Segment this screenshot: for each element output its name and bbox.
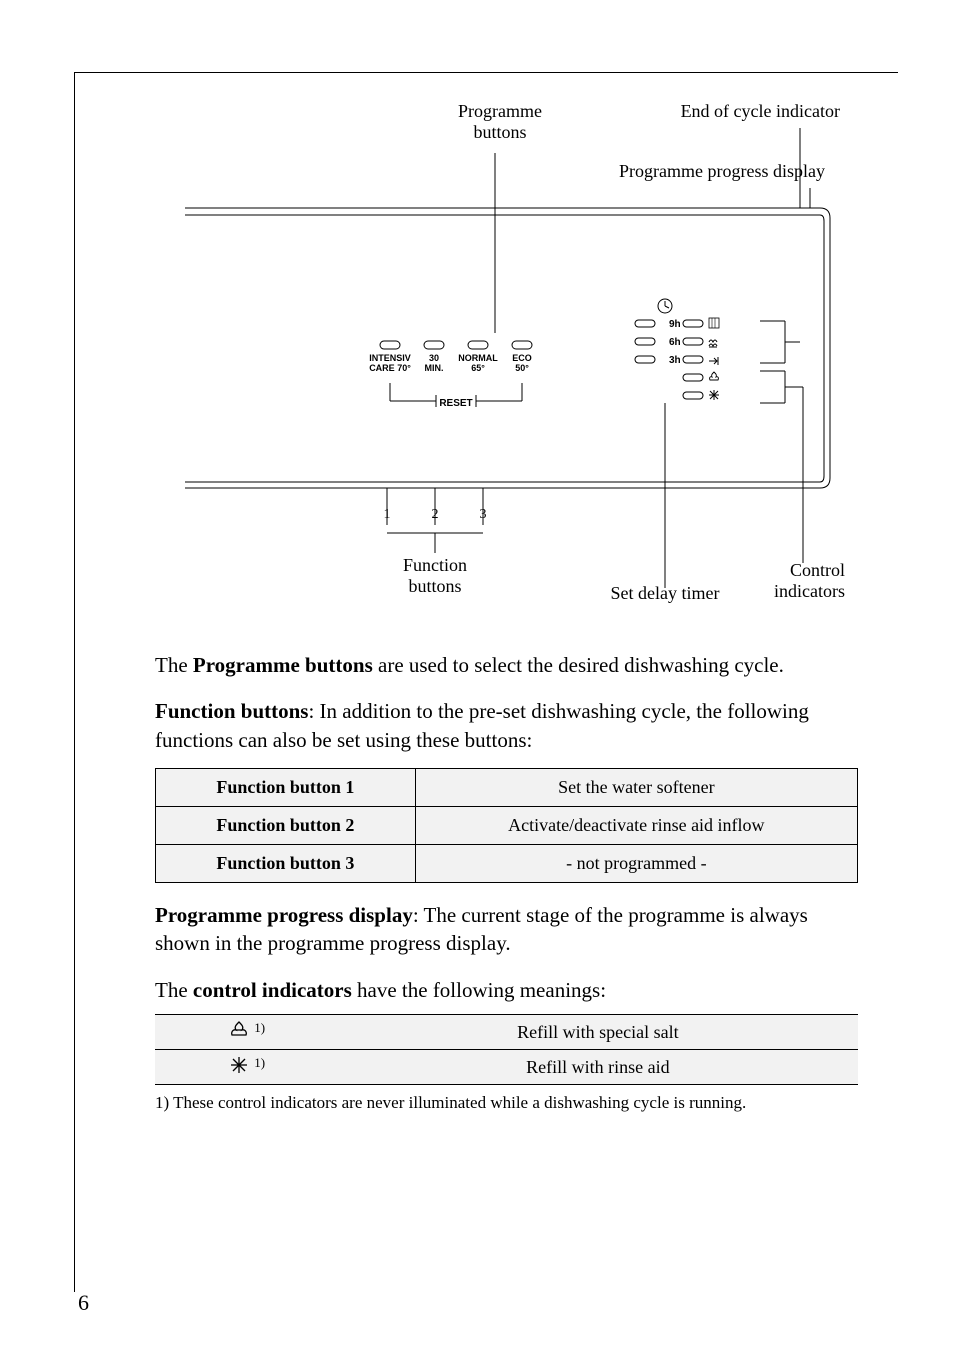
table-row: Function button 3 - not programmed - — [156, 845, 858, 883]
paragraph-2: Function buttons: In addition to the pre… — [155, 697, 858, 754]
prog-btn-0-bot: CARE 70° — [369, 363, 411, 373]
table-row: Function button 2 Activate/deactivate ri… — [156, 807, 858, 845]
label-function-buttons: Function buttons — [390, 555, 480, 597]
paragraph-4: The control indicators have the followin… — [155, 976, 858, 1004]
svg-text:9h: 9h — [669, 319, 681, 330]
page-number: 6 — [78, 1290, 89, 1316]
svg-text:6h: 6h — [669, 337, 681, 348]
svg-text:3h: 3h — [669, 355, 681, 366]
func-desc-0: Set the water softener — [415, 769, 857, 807]
label-set-delay-timer: Set delay timer — [585, 583, 745, 604]
content-area: INTENSIV CARE 70° 30 MIN. NORMAL 65° ECO… — [75, 73, 898, 1113]
func-label-0: Function button 1 — [156, 769, 416, 807]
rinse-icon — [228, 1056, 250, 1074]
svg-text:3: 3 — [480, 507, 487, 522]
control-indicators-table: 1) Refill with special salt 1) Refill wi… — [155, 1014, 858, 1085]
ctrl-sup-0: 1) — [254, 1020, 265, 1035]
ctrl-desc-1: Refill with rinse aid — [338, 1050, 858, 1085]
ctrl-sup-1: 1) — [254, 1055, 265, 1070]
prog-btn-0-top: INTENSIV — [369, 353, 411, 363]
label-programme-buttons: Programme buttons — [445, 101, 555, 143]
salt-icon — [228, 1021, 250, 1039]
paragraph-1: The Programme buttons are used to select… — [155, 651, 858, 679]
func-desc-2: - not programmed - — [415, 845, 857, 883]
label-control-indicators: Control indicators — [745, 560, 845, 602]
control-panel-diagram: INTENSIV CARE 70° 30 MIN. NORMAL 65° ECO… — [155, 93, 855, 633]
svg-text:2: 2 — [432, 507, 439, 522]
ctrl-desc-0: Refill with special salt — [338, 1015, 858, 1050]
prog-btn-1-top: 30 — [429, 353, 439, 363]
label-progress-display: Programme progress display — [575, 161, 825, 182]
paragraph-3: Programme progress display: The current … — [155, 901, 858, 958]
func-desc-1: Activate/deactivate rinse aid inflow — [415, 807, 857, 845]
prog-btn-2-bot: 65° — [471, 363, 485, 373]
table-row: Function button 1 Set the water softener — [156, 769, 858, 807]
footnote: 1) These control indicators are never il… — [155, 1093, 858, 1113]
ctrl-icon-salt: 1) — [155, 1015, 338, 1050]
prog-btn-1-bot: MIN. — [425, 363, 444, 373]
page-frame: INTENSIV CARE 70° 30 MIN. NORMAL 65° ECO… — [74, 72, 898, 1292]
table-row: 1) Refill with rinse aid — [155, 1050, 858, 1085]
reset-label: RESET — [439, 398, 472, 409]
table-row: 1) Refill with special salt — [155, 1015, 858, 1050]
prog-btn-3-bot: 50° — [515, 363, 529, 373]
prog-btn-3-top: ECO — [512, 353, 532, 363]
function-buttons-table: Function button 1 Set the water softener… — [155, 768, 858, 883]
ctrl-icon-rinse: 1) — [155, 1050, 338, 1085]
func-label-1: Function button 2 — [156, 807, 416, 845]
prog-btn-2-top: NORMAL — [458, 353, 498, 363]
label-end-of-cycle: End of cycle indicator — [620, 101, 840, 122]
svg-text:1: 1 — [384, 507, 391, 522]
func-label-2: Function button 3 — [156, 845, 416, 883]
